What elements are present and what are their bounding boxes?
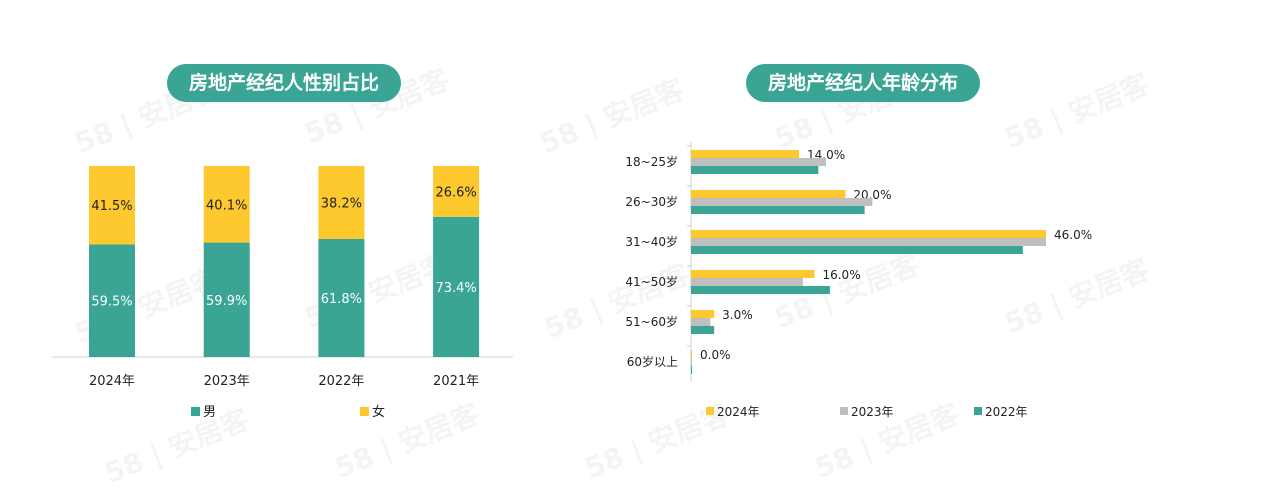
data-label: 0.0% xyxy=(700,348,731,362)
bar-male xyxy=(203,242,250,357)
legend-label: 2023年 xyxy=(851,405,894,419)
gender-chart-title: 房地产经纪人性别占比 xyxy=(167,64,401,102)
bar-male xyxy=(318,238,365,357)
legend-label: 2022年 xyxy=(985,405,1028,419)
bar-2022年 xyxy=(691,286,830,294)
gender-chart-panel: 房地产经纪人性别占比 59.5% 41.5% 2024年 59.9% 40.1% 2023… xyxy=(0,0,600,500)
bar-2023年 xyxy=(691,318,711,326)
y-tick-label: 26~30岁 xyxy=(625,194,678,209)
age-chart-panel: 房地产经纪人年龄分布 18~25岁 14.0% 26~30岁 20.0% 31~40岁 4… xyxy=(600,0,1264,500)
bar-2024年 xyxy=(691,310,715,318)
bar-2024年 xyxy=(691,230,1046,238)
legend-label: 男 xyxy=(203,405,216,420)
data-label-female: 41.5% xyxy=(91,199,132,214)
data-label-male: 59.5% xyxy=(91,295,132,310)
bar-2023年 xyxy=(691,358,692,366)
data-label-male: 73.4% xyxy=(435,281,476,296)
y-tick-label: 51~60岁 xyxy=(625,314,678,329)
age-horizontal-bar-chart: 18~25岁 14.0%26~30岁 20.0%31~40岁 46.0%41~50岁 1… xyxy=(625,142,1092,419)
bar-male xyxy=(89,244,135,357)
data-label: 16.0% xyxy=(822,268,860,282)
bar-2023年 xyxy=(691,158,827,166)
bar-female xyxy=(203,166,250,243)
age-chart-title: 房地产经纪人年龄分布 xyxy=(746,64,980,102)
bar-2022年 xyxy=(691,206,865,214)
bar-female xyxy=(318,166,365,239)
x-tick-label: 2022年 xyxy=(318,374,364,389)
bar-2023年 xyxy=(691,238,1046,246)
data-label-female: 40.1% xyxy=(206,198,247,213)
data-label: 46.0% xyxy=(1054,228,1092,242)
bar-2022年 xyxy=(691,366,692,374)
data-label-male: 61.8% xyxy=(321,292,362,307)
bar-2024年 xyxy=(691,190,846,198)
bar-2023年 xyxy=(691,278,803,286)
bar-2023年 xyxy=(691,198,873,206)
bar-2022年 xyxy=(691,326,715,334)
data-label-female: 26.6% xyxy=(435,185,476,200)
x-tick-label: 2021年 xyxy=(433,374,479,389)
bar-female xyxy=(89,166,135,245)
data-label: 3.0% xyxy=(722,308,753,322)
bar-2024年 xyxy=(691,150,800,158)
y-tick-label: 60岁以上 xyxy=(627,354,678,369)
bar-male xyxy=(433,216,480,357)
bar-2024年 xyxy=(691,270,815,278)
legend-label: 2024年 xyxy=(717,405,760,419)
y-tick-label: 18~25岁 xyxy=(625,154,678,169)
gender-stacked-bar-chart: 59.5% 41.5% 2024年 59.9% 40.1% 2023年 61.8% 38.2%… xyxy=(52,166,513,420)
bar-2022年 xyxy=(691,166,819,174)
legend-swatch xyxy=(840,407,848,415)
bar-2024年 xyxy=(691,350,692,358)
data-label-male: 59.9% xyxy=(206,294,247,309)
legend-swatch xyxy=(360,407,369,416)
bar-female xyxy=(433,166,480,217)
legend-swatch xyxy=(974,407,982,415)
y-tick-label: 31~40岁 xyxy=(625,234,678,249)
y-tick-label: 41~50岁 xyxy=(625,274,678,289)
x-tick-label: 2023年 xyxy=(204,374,250,389)
x-tick-label: 2024年 xyxy=(89,374,135,389)
data-label-female: 38.2% xyxy=(321,196,362,211)
legend-swatch xyxy=(191,407,200,416)
bar-2022年 xyxy=(691,246,1023,254)
legend-label: 女 xyxy=(372,404,385,420)
legend-swatch xyxy=(706,407,714,415)
